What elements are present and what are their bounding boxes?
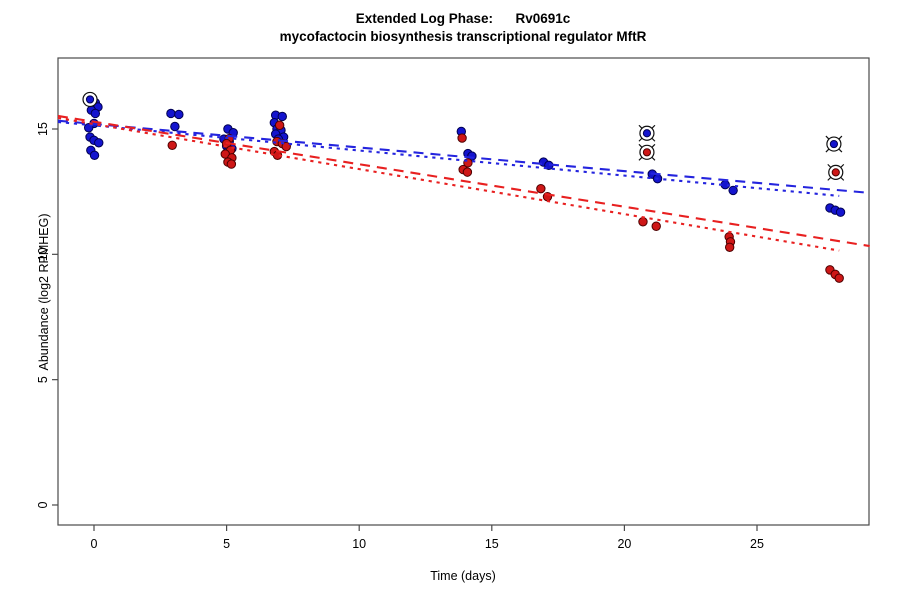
- x-tick-label: 15: [485, 537, 499, 551]
- data-point-blue: [174, 109, 184, 120]
- data-point-blue: [277, 111, 287, 122]
- outlier-point-blue: [642, 129, 652, 138]
- data-point-red: [167, 140, 177, 150]
- data-point-blue: [89, 150, 100, 161]
- data-point-red: [724, 242, 735, 253]
- data-point-red: [457, 133, 467, 143]
- y-tick-label: 10: [36, 247, 50, 261]
- data-point-red: [834, 273, 844, 283]
- data-point-blue: [94, 138, 104, 148]
- y-tick-label: 15: [36, 122, 50, 136]
- x-axis-title: Time (days): [430, 569, 496, 583]
- x-tick-label: 5: [223, 537, 230, 551]
- outlier-point-blue: [829, 139, 839, 149]
- trend-line-blue-fit-dotted: [57, 120, 840, 197]
- plot-frame: [57, 57, 870, 526]
- data-point-red: [281, 141, 291, 152]
- x-tick-label: 0: [91, 537, 98, 551]
- data-point-red: [226, 159, 237, 169]
- data-point-blue: [835, 207, 846, 217]
- data-point-red: [274, 120, 285, 130]
- trend-line-red-fit-dashed: [57, 114, 870, 248]
- data-point-blue: [166, 108, 176, 119]
- chart-title: Extended Log Phase: Rv0691c: [355, 11, 571, 26]
- data-point-blue: [90, 108, 101, 119]
- x-tick-label: 20: [617, 537, 631, 551]
- data-point-red: [638, 217, 648, 227]
- chart-subtitle: mycofactocin biosynthesis transcriptiona…: [279, 29, 647, 44]
- data-point-blue: [170, 121, 180, 132]
- data-point-red: [536, 183, 546, 194]
- outlier-point-red: [642, 148, 652, 157]
- y-tick-label: 5: [36, 376, 50, 383]
- y-tick-label: 0: [36, 501, 50, 508]
- data-point-red: [651, 221, 661, 231]
- title-block: Extended Log Phase: Rv0691c mycofactocin…: [13, 10, 900, 46]
- x-tick-label: 10: [352, 537, 366, 551]
- outlier-point-red: [831, 168, 840, 177]
- data-point-blue: [728, 185, 738, 196]
- outlier-point-blue: [85, 95, 95, 104]
- data-point-red: [462, 167, 473, 177]
- x-tick-label: 25: [750, 537, 764, 551]
